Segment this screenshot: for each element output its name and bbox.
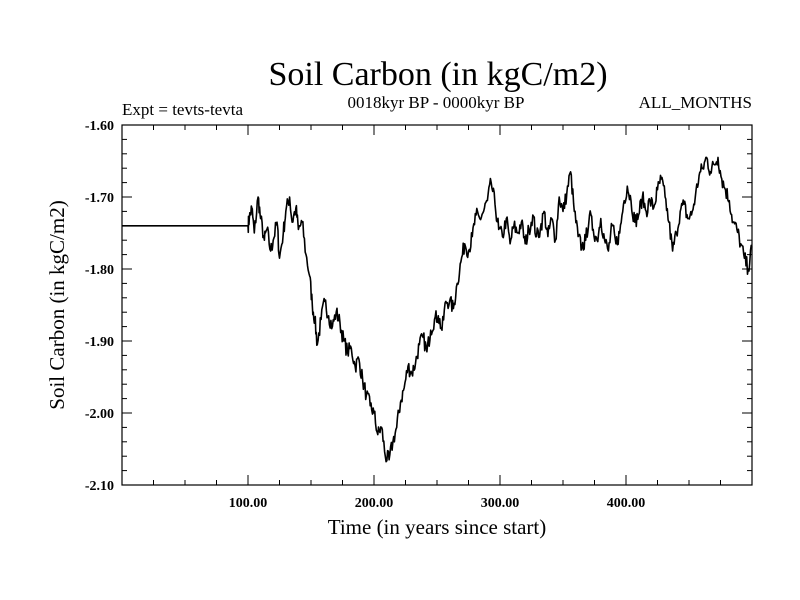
y-tick-label: -1.70 (85, 191, 114, 206)
y-tick-label: -1.80 (85, 263, 114, 278)
axis-layer: 100.00 200.00 300.00 400.00 -1.60 -1.70 -1.80 -… (85, 119, 752, 511)
months-label: ALL_MONTHS (639, 93, 752, 112)
chart-subtitle: 0018kyr BP - 0000kyr BP (348, 93, 525, 112)
plot-frame (121, 124, 753, 486)
x-tick-label: 400.00 (607, 496, 646, 511)
experiment-label: Expt = tevts-tevta (122, 100, 243, 119)
chart-title: Soil Carbon (in kgC/m2) (268, 56, 607, 93)
y-tick-label: -2.00 (85, 407, 114, 422)
y-tick-label: -1.60 (85, 119, 114, 134)
y-tick-label: -2.10 (85, 479, 114, 494)
plot-data-layer (122, 156, 753, 463)
x-axis-label: Time (in years since start) (328, 515, 547, 539)
series-line (122, 156, 753, 463)
x-tick-label: 200.00 (355, 496, 394, 511)
x-tick-label: 300.00 (481, 496, 520, 511)
x-tick-label: 100.00 (229, 496, 268, 511)
y-axis-label: Soil Carbon (in kgC/m2) (45, 200, 69, 409)
y-tick-label: -1.90 (85, 335, 114, 350)
